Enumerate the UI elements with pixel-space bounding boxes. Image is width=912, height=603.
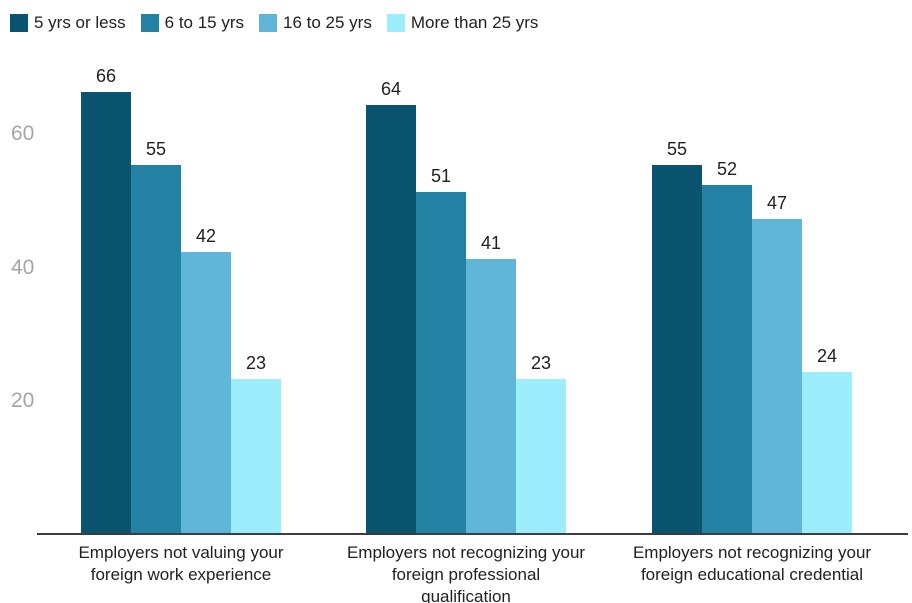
legend-swatch-icon: [386, 14, 405, 32]
bar: [366, 105, 416, 533]
y-tick-label: 60: [11, 122, 35, 145]
bar: [752, 219, 802, 533]
bar: [652, 165, 702, 533]
bar-value-label: 23: [530, 353, 552, 373]
legend-swatch-icon: [259, 14, 278, 32]
legend-item: 16 to 25 yrs: [259, 13, 372, 33]
legend-swatch-icon: [140, 14, 159, 32]
bar: [516, 379, 566, 533]
x-axis-line: [37, 533, 908, 535]
bar: [231, 379, 281, 533]
bar-value-label: 64: [380, 79, 402, 99]
legend-item: 6 to 15 yrs: [140, 13, 245, 33]
bar: [81, 92, 131, 533]
legend-swatch-icon: [10, 14, 28, 32]
bar: [466, 259, 516, 533]
bar-value-label: 41: [480, 233, 502, 253]
category-label: Employers not recognizing your foreign e…: [632, 543, 872, 584]
legend-item-label: 16 to 25 yrs: [283, 13, 372, 32]
bar-value-label: 66: [95, 66, 117, 86]
y-tick-label: 20: [11, 389, 35, 412]
bar: [802, 372, 852, 533]
bar: [131, 165, 181, 533]
legend-item: More than 25 yrs: [386, 13, 539, 33]
legend-item-label: 6 to 15 yrs: [164, 13, 245, 32]
plot-area: 20 40 60 66 55 42 23 64 51 41 23 55 52 47 24: [11, 66, 852, 533]
category-label: Employers not valuing your foreign work …: [78, 543, 284, 584]
bar-value-label: 23: [245, 353, 267, 373]
bar-value-label: 24: [816, 346, 838, 366]
legend-item-label: More than 25 yrs: [410, 13, 539, 32]
bar: [702, 185, 752, 533]
bar-value-label: 47: [766, 193, 788, 213]
bar-value-label: 42: [195, 226, 217, 246]
bar: [181, 252, 231, 533]
legend-item-label: 5 yrs or less: [34, 13, 126, 32]
legend-item: 5 yrs or less: [10, 13, 126, 33]
bar: [416, 192, 466, 533]
bar-value-label: 52: [716, 159, 738, 179]
bar-value-label: 55: [666, 139, 688, 159]
category-label: Employers not recognizing your foreign p…: [346, 543, 586, 603]
bar-value-label: 51: [430, 166, 452, 186]
bar-value-label: 55: [145, 139, 167, 159]
y-tick-label: 40: [11, 256, 35, 279]
chart-legend: 5 yrs or less 6 to 15 yrs 16 to 25 yrs More…: [10, 13, 538, 33]
